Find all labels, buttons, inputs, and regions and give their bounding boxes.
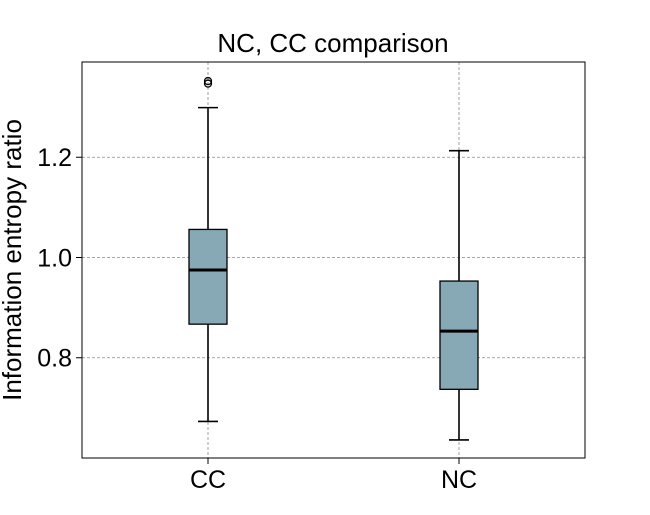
y-tick-label: 0.8 [37,345,72,373]
y-tick-label: 1.2 [37,144,72,172]
x-axis-ticks: CC NC [190,458,477,494]
x-tick-label-nc: NC [441,466,477,494]
y-axis-ticks: 0.8 1.0 1.2 [37,144,82,373]
box-cc [188,76,228,423]
plot-frame [81,61,586,459]
y-tick-label: 1.0 [37,244,72,272]
iqr-box [439,280,479,390]
iqr-box [188,228,228,325]
y-axis-label: Information entropy ratio [0,119,27,401]
chart-title: NC, CC comparison [217,28,448,58]
outlier-point [203,79,213,88]
grid-lines [82,62,585,458]
outlier-point [203,76,213,86]
x-tick-label-cc: CC [190,466,226,494]
box-series [188,76,479,441]
box-nc [439,149,479,441]
